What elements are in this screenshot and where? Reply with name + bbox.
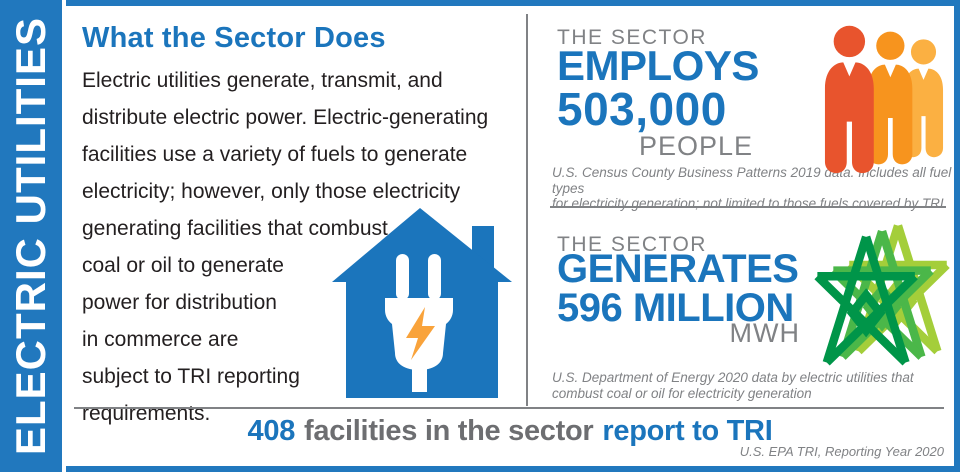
generation-unit: MWH xyxy=(729,318,800,348)
lightning-bolt-icon xyxy=(406,307,435,360)
sector-title: ELECTRIC UTILITIES xyxy=(7,17,54,455)
footer-divider xyxy=(74,407,944,409)
main-panel-frame xyxy=(66,0,960,472)
generation-verb: GENERATES xyxy=(557,247,799,291)
sector-sidebar: ELECTRIC UTILITIES xyxy=(0,0,62,472)
footer-source: U.S. EPA TRI, Reporting Year 2020 xyxy=(739,444,944,459)
employment-verb: EMPLOYS xyxy=(557,42,759,89)
generation-source: U.S. Department of Energy 2020 data by e… xyxy=(552,370,914,401)
generation-lead: THE SECTOR xyxy=(557,233,707,256)
sector-description: Electric utilities generate, transmit, a… xyxy=(82,69,489,425)
section-heading: What the Sector Does xyxy=(82,22,386,54)
transmission-tower-icon xyxy=(812,220,954,370)
employment-source: U.S. Census County Business Patterns 201… xyxy=(552,165,952,211)
people-icon xyxy=(824,25,944,174)
employment-unit: PEOPLE xyxy=(638,131,753,161)
employment-lead: THE SECTOR xyxy=(557,26,707,49)
house-with-plug-icon xyxy=(332,208,512,398)
facility-count-line: 408 facilities in the sector report to TRI xyxy=(66,415,954,448)
facility-count: 408 xyxy=(247,415,296,447)
stats-divider xyxy=(550,206,946,208)
facility-count-suffix: report to TRI xyxy=(602,415,773,447)
employment-value: 503,000 xyxy=(557,83,727,135)
vertical-divider xyxy=(526,14,528,406)
facility-count-middle: facilities in the sector xyxy=(304,415,594,447)
generation-value: 596 MILLION xyxy=(557,286,794,330)
